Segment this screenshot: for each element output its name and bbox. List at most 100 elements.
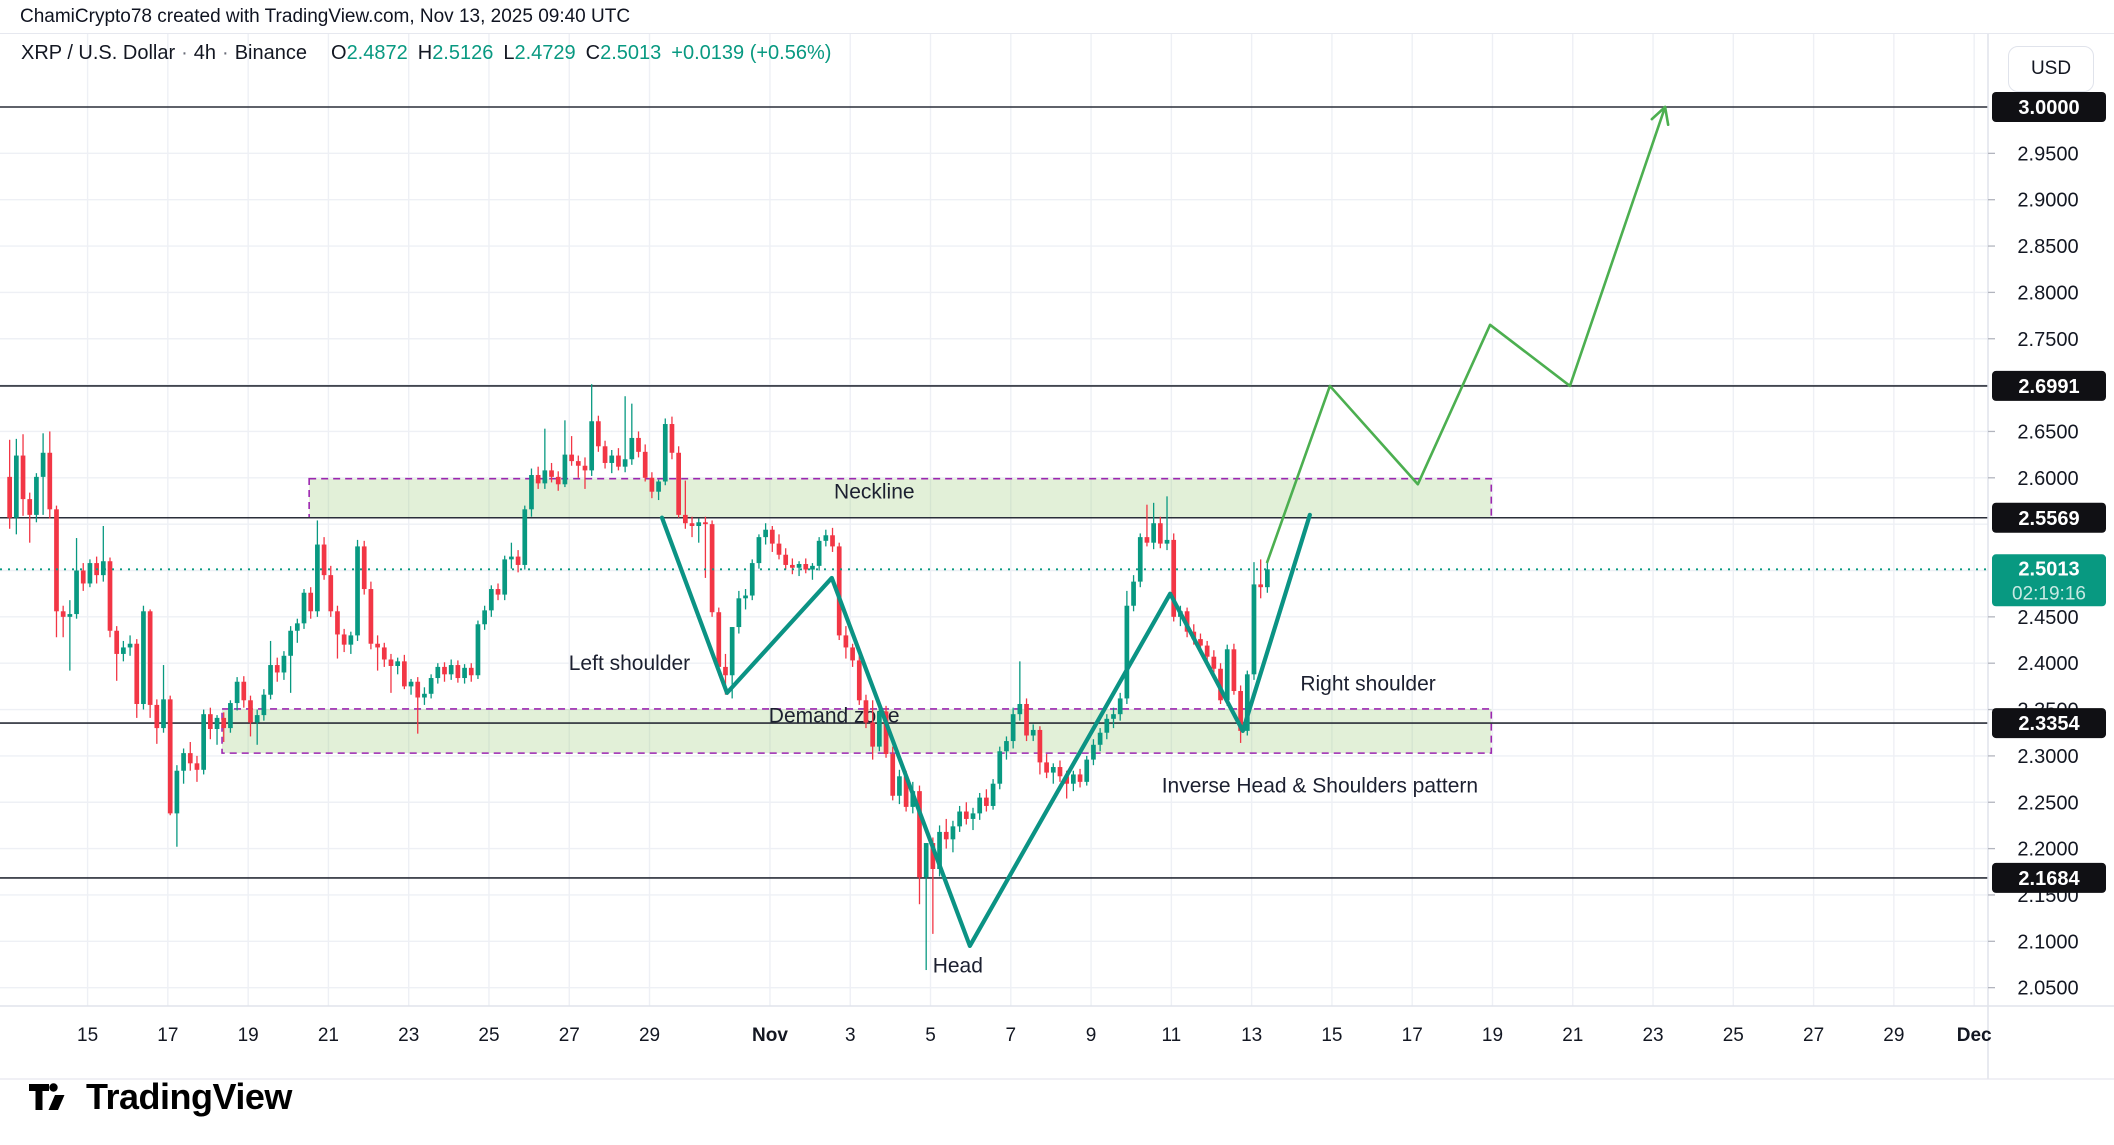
price-level-badge[interactable]: 2.3354: [1992, 708, 2106, 739]
candle[interactable]: [1104, 718, 1110, 733]
candle[interactable]: [957, 811, 962, 827]
candle[interactable]: [274, 665, 280, 673]
candle[interactable]: [47, 452, 53, 510]
inverse-hs-zigzag-line[interactable]: [659, 512, 1312, 949]
candle[interactable]: [1251, 584, 1257, 675]
candle[interactable]: [335, 611, 340, 635]
candle[interactable]: [1171, 539, 1177, 617]
candle[interactable]: [776, 543, 782, 555]
candle[interactable]: [288, 630, 293, 656]
candle[interactable]: [1211, 656, 1217, 669]
candle[interactable]: [736, 598, 742, 628]
candle[interactable]: [1124, 605, 1130, 699]
candle[interactable]: [355, 546, 360, 636]
candle[interactable]: [80, 570, 86, 584]
candle[interactable]: [328, 575, 334, 612]
candle[interactable]: [462, 667, 467, 679]
candle[interactable]: [569, 454, 574, 462]
candle[interactable]: [649, 477, 655, 492]
candle[interactable]: [1244, 674, 1250, 731]
candle[interactable]: [850, 647, 855, 661]
candle[interactable]: [549, 470, 554, 477]
symbol-pair[interactable]: XRP / U.S. Dollar: [21, 42, 176, 64]
candle[interactable]: [542, 470, 548, 484]
candle[interactable]: [375, 643, 380, 648]
candle[interactable]: [1258, 584, 1264, 588]
candle[interactable]: [723, 666, 728, 676]
candle[interactable]: [682, 514, 688, 524]
candle[interactable]: [1071, 774, 1076, 784]
candle[interactable]: [555, 476, 561, 485]
candle[interactable]: [716, 612, 722, 667]
candle[interactable]: [1204, 645, 1210, 657]
candle[interactable]: [803, 564, 809, 570]
candle[interactable]: [40, 452, 46, 477]
candle[interactable]: [1017, 703, 1023, 715]
candle[interactable]: [402, 661, 407, 687]
candle[interactable]: [950, 826, 956, 840]
candle[interactable]: [1164, 539, 1170, 544]
candle[interactable]: [127, 643, 133, 648]
current-price-badge[interactable]: 2.5013 02:19:16: [1992, 554, 2106, 607]
candle[interactable]: [769, 529, 775, 544]
candle[interactable]: [997, 751, 1003, 784]
candle[interactable]: [1004, 741, 1009, 752]
candle[interactable]: [482, 610, 487, 625]
candle[interactable]: [596, 421, 601, 447]
candle[interactable]: [582, 465, 588, 471]
candle[interactable]: [1057, 767, 1063, 777]
candle[interactable]: [234, 681, 240, 704]
candle[interactable]: [883, 711, 889, 755]
candle[interactable]: [1265, 569, 1270, 588]
candle[interactable]: [729, 627, 735, 676]
candle[interactable]: [529, 475, 534, 510]
candle[interactable]: [562, 454, 568, 485]
candle[interactable]: [763, 529, 768, 538]
candle[interactable]: [107, 561, 113, 631]
candle[interactable]: [1077, 774, 1083, 782]
candle[interactable]: [67, 614, 73, 617]
candle[interactable]: [943, 831, 949, 840]
candle[interactable]: [174, 770, 180, 814]
currency-toggle-button[interactable]: USD: [2008, 46, 2094, 92]
candle[interactable]: [984, 797, 989, 806]
candle[interactable]: [181, 753, 186, 771]
candle[interactable]: [442, 666, 447, 675]
candle[interactable]: [1044, 762, 1049, 773]
candle[interactable]: [703, 522, 708, 525]
candle[interactable]: [903, 776, 909, 807]
candle[interactable]: [495, 589, 501, 595]
candle[interactable]: [1097, 732, 1103, 745]
candles[interactable]: [7, 384, 1270, 971]
candle[interactable]: [74, 570, 79, 615]
price-axis[interactable]: 2.9500 2.9000 2.8500 2.8000 2.7500 2.6500 2.60…: [1988, 92, 2106, 1000]
candle[interactable]: [141, 611, 146, 704]
candle[interactable]: [315, 544, 320, 612]
candle[interactable]: [669, 424, 675, 453]
candle[interactable]: [488, 589, 494, 611]
price-level-badge[interactable]: 2.5569: [1992, 502, 2106, 533]
candle[interactable]: [348, 635, 354, 645]
candle[interactable]: [1144, 537, 1150, 543]
candle[interactable]: [676, 452, 681, 515]
candle[interactable]: [167, 699, 173, 814]
candle[interactable]: [629, 437, 635, 460]
candle[interactable]: [963, 811, 969, 819]
candle[interactable]: [843, 635, 849, 648]
candle[interactable]: [622, 459, 628, 467]
candle[interactable]: [1030, 729, 1036, 736]
candle[interactable]: [636, 437, 641, 452]
candle[interactable]: [502, 559, 508, 595]
candle[interactable]: [609, 455, 615, 463]
candle[interactable]: [1157, 523, 1163, 544]
candle[interactable]: [816, 540, 822, 566]
candle[interactable]: [114, 630, 120, 654]
price-level-badge[interactable]: 3.0000: [1992, 92, 2106, 122]
candle[interactable]: [810, 565, 815, 570]
candle[interactable]: [448, 665, 454, 675]
candle[interactable]: [970, 813, 976, 819]
candle[interactable]: [709, 524, 715, 613]
candle[interactable]: [261, 694, 267, 716]
candle[interactable]: [435, 666, 441, 679]
